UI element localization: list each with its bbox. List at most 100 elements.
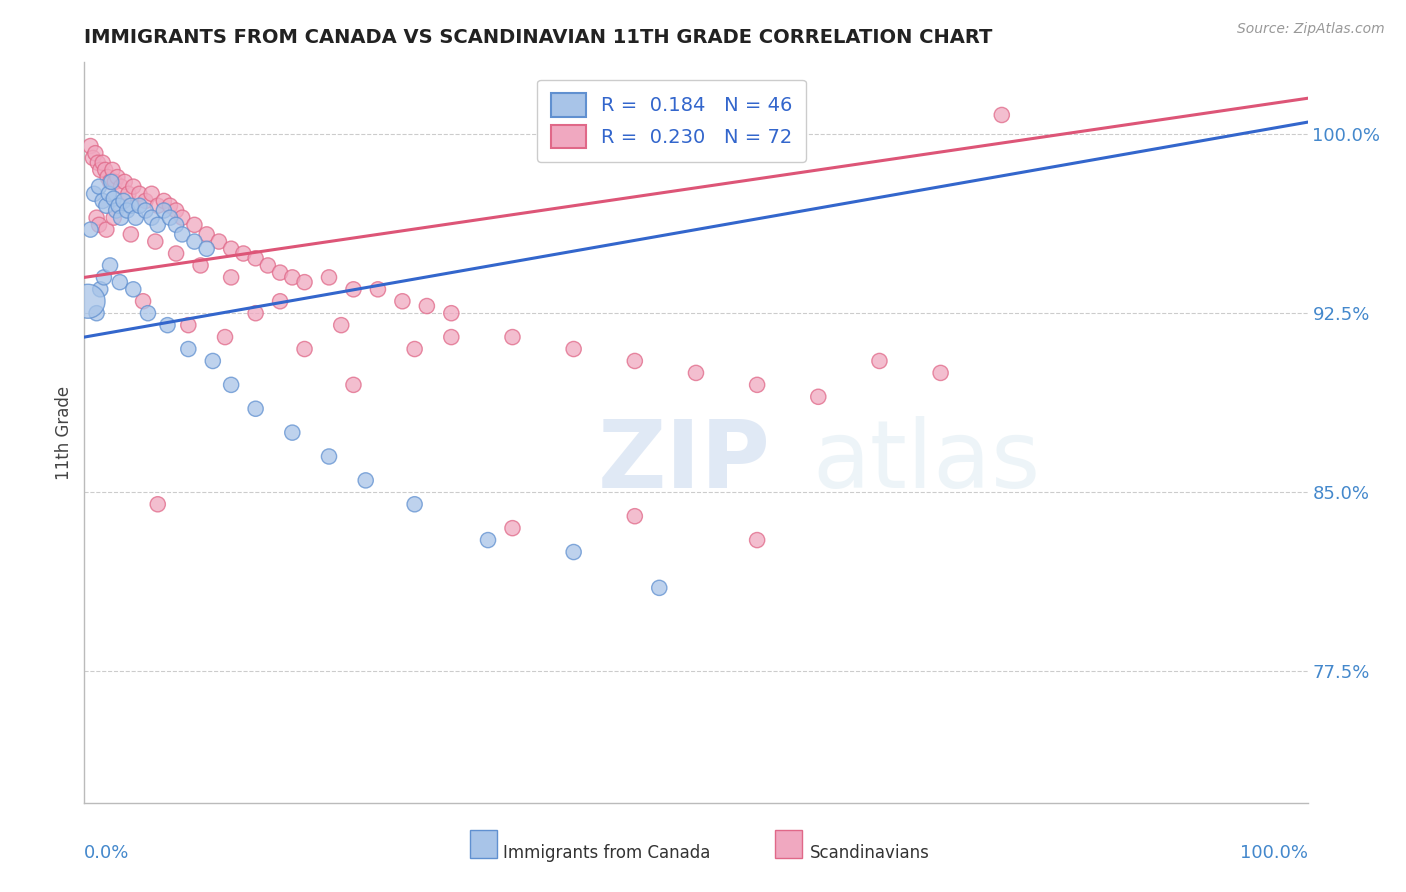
Point — [440, 330, 463, 344]
Point — [172, 211, 194, 225]
Point — [367, 282, 389, 296]
Point — [153, 194, 176, 208]
Point — [87, 179, 110, 194]
Point — [165, 218, 187, 232]
Point — [747, 533, 769, 547]
Point — [143, 235, 166, 249]
Point — [79, 222, 101, 236]
Point — [103, 192, 125, 206]
Point — [294, 275, 316, 289]
Point — [404, 497, 426, 511]
Point — [747, 115, 769, 129]
Text: Source: ZipAtlas.com: Source: ZipAtlas.com — [1237, 22, 1385, 37]
Point — [318, 270, 340, 285]
Point — [281, 425, 304, 440]
Point — [125, 211, 148, 225]
Point — [177, 342, 200, 356]
Point — [172, 227, 194, 242]
Point — [245, 401, 267, 416]
Point — [97, 170, 120, 185]
Point — [342, 282, 364, 296]
Point — [91, 155, 114, 169]
Point — [404, 342, 426, 356]
Point — [98, 175, 121, 189]
Point — [232, 246, 254, 260]
Point — [89, 162, 111, 177]
Point — [96, 222, 118, 236]
Point — [214, 330, 236, 344]
Point — [128, 199, 150, 213]
Point — [747, 377, 769, 392]
Point — [141, 211, 163, 225]
Point — [502, 521, 524, 535]
Point — [201, 354, 224, 368]
Point — [114, 175, 136, 189]
Text: IMMIGRANTS FROM CANADA VS SCANDINAVIAN 11TH GRADE CORRELATION CHART: IMMIGRANTS FROM CANADA VS SCANDINAVIAN 1… — [84, 28, 993, 47]
Point — [100, 175, 122, 189]
Point — [87, 218, 110, 232]
Point — [354, 474, 377, 488]
Point — [91, 194, 114, 208]
Point — [96, 199, 118, 213]
Point — [135, 203, 157, 218]
FancyBboxPatch shape — [776, 830, 803, 858]
Point — [562, 545, 585, 559]
Point — [82, 151, 104, 165]
Point — [128, 186, 150, 201]
Point — [115, 203, 138, 218]
Point — [991, 108, 1014, 122]
Point — [195, 242, 218, 256]
Point — [219, 242, 242, 256]
Point — [112, 194, 135, 208]
Point — [105, 203, 128, 218]
Point — [122, 179, 145, 194]
Point — [165, 246, 187, 260]
Point — [624, 509, 647, 524]
Point — [86, 211, 108, 225]
Point — [159, 211, 181, 225]
Point — [110, 211, 132, 225]
Point — [98, 259, 121, 273]
Point — [86, 306, 108, 320]
Text: ZIP: ZIP — [598, 417, 770, 508]
Point — [330, 318, 353, 333]
Point — [177, 318, 200, 333]
Point — [219, 377, 242, 392]
Point — [108, 275, 131, 289]
Point — [122, 282, 145, 296]
Point — [120, 199, 142, 213]
Text: Scandinavians: Scandinavians — [810, 844, 929, 863]
Point — [146, 218, 169, 232]
Point — [132, 294, 155, 309]
Point — [107, 199, 129, 213]
Point — [685, 366, 707, 380]
Point — [156, 318, 179, 333]
Point — [342, 377, 364, 392]
Point — [83, 186, 105, 201]
Point — [93, 270, 115, 285]
Point — [318, 450, 340, 464]
Point — [77, 294, 100, 309]
Y-axis label: 11th Grade: 11th Grade — [55, 385, 73, 480]
Point — [183, 235, 205, 249]
Text: 100.0%: 100.0% — [1240, 844, 1308, 862]
Point — [562, 342, 585, 356]
Point — [245, 306, 267, 320]
Point — [208, 235, 231, 249]
Text: Immigrants from Canada: Immigrants from Canada — [503, 844, 710, 863]
Point — [104, 175, 127, 189]
Point — [153, 203, 176, 218]
Point — [807, 390, 830, 404]
Point — [120, 227, 142, 242]
Point — [869, 354, 891, 368]
Point — [440, 306, 463, 320]
Point — [929, 366, 952, 380]
Point — [269, 294, 291, 309]
Point — [94, 162, 117, 177]
Point — [183, 218, 205, 232]
Point — [136, 306, 159, 320]
Point — [146, 497, 169, 511]
Point — [135, 194, 157, 208]
Point — [165, 203, 187, 218]
Point — [195, 227, 218, 242]
